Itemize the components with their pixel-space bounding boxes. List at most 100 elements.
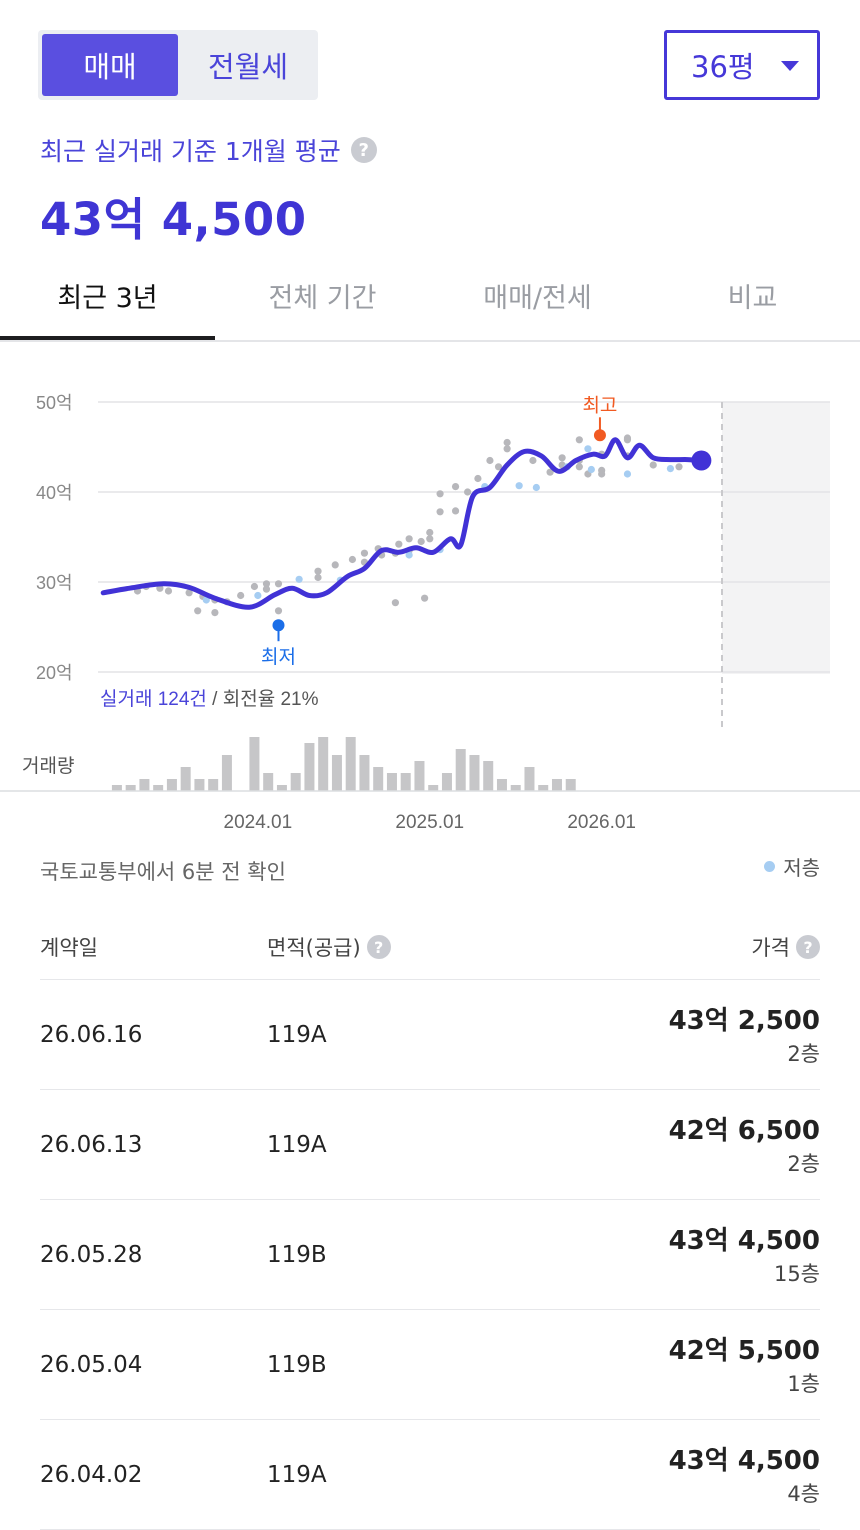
transaction-dot: [451, 507, 460, 515]
volume-bar: [428, 785, 439, 791]
transaction-dot: [274, 607, 283, 615]
y-tick-label: 40억: [36, 483, 73, 503]
deal-price: 42억 5,500: [668, 1336, 820, 1366]
supply-area: 119A: [267, 1462, 327, 1488]
chart-stats: 실거래 124건 / 회전율 21%: [100, 688, 319, 710]
low-floor-dot: [623, 470, 632, 478]
tab-compare[interactable]: 비교: [727, 282, 778, 314]
volume-bar: [125, 785, 136, 791]
volume-bar: [263, 773, 274, 791]
tab-rent[interactable]: 전월세: [207, 50, 289, 84]
transaction-dot: [598, 470, 606, 478]
transaction-dot: [436, 508, 444, 516]
transaction-dot: [417, 537, 425, 546]
deal-type-toggle: 매매 전월세: [38, 30, 318, 100]
stats-separator: /: [207, 689, 223, 710]
supply-area: 119B: [267, 1242, 327, 1268]
help-icon[interactable]: ?: [350, 137, 377, 163]
deal-price: 43억 4,500: [668, 1226, 820, 1256]
transaction-dot: [348, 555, 357, 564]
transaction-dot: [262, 585, 271, 593]
table-row[interactable]: 26.06.16 119A 43억 2,500 2층: [40, 980, 820, 1090]
low-floor-dot: [515, 482, 523, 490]
header-contract-date: 계약일: [40, 932, 98, 962]
transaction-dot: [474, 474, 482, 483]
transaction-dot: [503, 445, 511, 453]
transaction-dot: [314, 573, 322, 582]
average-price: 43억 4,500: [40, 193, 307, 246]
volume-bar: [194, 779, 205, 791]
help-icon[interactable]: ?: [796, 935, 820, 959]
table-row[interactable]: 26.05.04 119B 42억 5,500 1층: [40, 1310, 820, 1420]
volume-label: 거래량: [22, 755, 74, 777]
area-select[interactable]: 36평: [664, 30, 820, 100]
transaction-dot: [391, 599, 399, 607]
supply-area: 119A: [267, 1132, 327, 1158]
transaction-dot: [331, 561, 339, 569]
deal-price: 43억 2,500: [668, 1006, 820, 1036]
volume-bar: [153, 785, 164, 791]
low-floor-dot: [584, 445, 592, 453]
transactions-table-header: 계약일 면적(공급)? 가격?: [40, 912, 820, 980]
volume-bar: [139, 779, 150, 791]
x-tick-label: 2025.01: [395, 812, 464, 833]
transaction-dot: [314, 567, 322, 575]
floor: 4층: [787, 1482, 820, 1506]
transaction-dot: [675, 463, 683, 471]
transaction-dot: [164, 587, 173, 595]
tab-sale-vs-jeonse[interactable]: 매매/전세: [483, 282, 592, 314]
volume-bar: [455, 749, 466, 791]
deal-price: 42억 6,500: [668, 1116, 820, 1146]
volume-bar: [111, 785, 122, 791]
transaction-dot: [211, 609, 219, 617]
legend-low-floor: 저층: [783, 856, 820, 880]
tab-all-period[interactable]: 전체 기간: [268, 282, 377, 314]
table-row[interactable]: 26.04.02 119A 43억 4,500 4층: [40, 1420, 820, 1530]
transaction-dot: [426, 528, 434, 537]
transaction-dot: [575, 463, 583, 471]
floor: 2층: [787, 1152, 820, 1176]
volume-bar: [524, 767, 535, 791]
high-label: 최고: [582, 394, 617, 416]
transaction-dot: [426, 535, 434, 543]
volume-bar: [565, 779, 576, 791]
header-price-label: 가격: [751, 936, 790, 960]
transaction-dot: [623, 436, 632, 444]
x-tick-label: 2026.01: [567, 812, 636, 833]
price-trend-line: [100, 437, 704, 610]
supply-area: 119A: [267, 1022, 327, 1048]
transaction-dot: [421, 594, 429, 602]
volume-bar: [304, 743, 315, 791]
low-floor-dot: [532, 483, 540, 492]
transaction-dot: [575, 436, 583, 444]
table-row[interactable]: 26.06.13 119A 42억 6,500 2층: [40, 1090, 820, 1200]
floor: 1층: [787, 1372, 820, 1396]
supply-area: 119B: [267, 1352, 327, 1378]
transaction-dot: [451, 483, 460, 491]
header-price: 가격?: [751, 932, 820, 962]
volume-bar: [318, 737, 329, 791]
header-area: 면적(공급)?: [267, 932, 391, 962]
price-chart[interactable]: 20억 30억 40억 50억 최고 최저 거래량 2024.01 2025.01 2026…: [0, 360, 860, 840]
floor: 15층: [773, 1262, 820, 1286]
transaction-dot: [436, 490, 444, 498]
volume-bar: [221, 755, 232, 791]
low-floor-dot: [254, 591, 262, 600]
transaction-dot: [486, 456, 494, 465]
tab-sale[interactable]: 매매: [42, 34, 178, 96]
deal-price: 43억 4,500: [668, 1446, 820, 1476]
transaction-dot: [237, 591, 245, 600]
volume-bar: [373, 767, 384, 791]
table-row[interactable]: 26.05.28 119B 43억 4,500 15층: [40, 1200, 820, 1310]
summary-label-text: 최근 실거래 기준 1개월 평균: [40, 137, 341, 166]
volume-bar: [359, 755, 370, 791]
transaction-dot: [649, 461, 657, 469]
tab-recent-3y[interactable]: 최근 3년: [57, 282, 158, 314]
help-icon[interactable]: ?: [366, 935, 391, 959]
low-floor-dot: [405, 551, 413, 559]
current-price-dot: [691, 450, 712, 471]
low-floor-dot: [295, 575, 303, 583]
period-tabs: 최근 3년 전체 기간 매매/전세 비교: [0, 250, 860, 342]
volume-bar: [551, 779, 562, 791]
y-tick-label: 20억: [36, 663, 73, 683]
